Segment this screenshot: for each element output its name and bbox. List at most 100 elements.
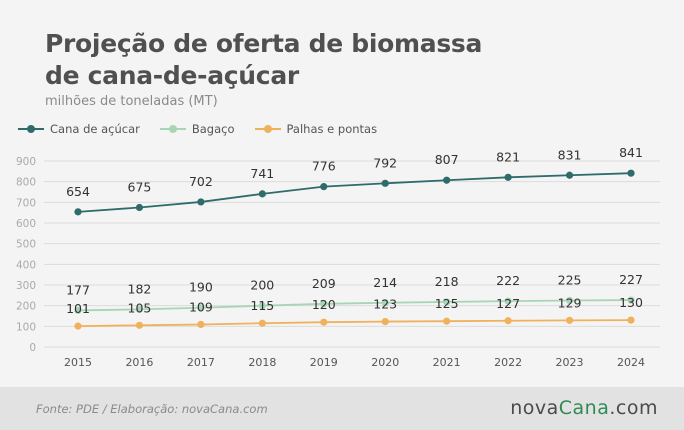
data-point: [74, 208, 82, 216]
data-point: [627, 316, 635, 324]
y-tick-label: 700: [16, 197, 36, 209]
footer: Fonte: PDE / Elaboração: novaCana.com no…: [0, 387, 684, 430]
series-line: [77, 319, 632, 328]
line-chart: 0 100 200 300 400 500 600 700 800 900 2015 2016 2017…: [16, 145, 660, 369]
data-point: [74, 306, 82, 315]
x-tick-label: 2015: [64, 356, 92, 369]
data-point: [258, 302, 266, 310]
data-point: [320, 300, 328, 308]
brand-part-3: .com: [609, 397, 658, 419]
title-line-1: Projeção de oferta de biomassa: [45, 29, 483, 58]
data-point: [565, 171, 574, 179]
y-tick-label: 600: [16, 218, 36, 230]
y-tick-label: 200: [16, 301, 36, 313]
data-label: 654: [66, 184, 90, 199]
y-tick-label: 800: [16, 177, 36, 189]
brand-part-1: nova: [510, 397, 559, 419]
legend-item-palhas[interactable]: Palhas e pontas: [254, 122, 377, 136]
y-tick-label: 400: [16, 259, 36, 271]
data-label: 123: [373, 297, 397, 312]
brand-part-2: Cana: [558, 397, 610, 419]
data-point: [381, 299, 389, 307]
y-tick-label: 500: [16, 239, 36, 251]
x-tick-label: 2018: [248, 356, 276, 369]
data-point: [565, 316, 574, 324]
data-point: [197, 304, 205, 312]
legend-swatch-bagaco: [159, 124, 186, 134]
x-tick-label: 2024: [617, 356, 645, 369]
legend-swatch-palhas: [254, 124, 281, 134]
data-label: 182: [128, 281, 152, 296]
y-tick-label: 100: [16, 321, 36, 333]
data-label: 807: [435, 152, 459, 167]
brand-logo[interactable]: novaCana.com: [510, 397, 658, 419]
data-point: [320, 183, 328, 191]
data-point: [258, 190, 266, 198]
y-tick-label: 0: [29, 342, 36, 354]
x-tick-label: 2021: [433, 356, 461, 369]
data-label: 115: [250, 298, 274, 313]
data-label: 214: [373, 275, 397, 290]
data-point: [443, 298, 451, 306]
legend-item-cana[interactable]: Cana de açúcar: [18, 122, 140, 136]
data-point: [565, 296, 574, 305]
legend-label-cana: Cana de açúcar: [50, 122, 140, 136]
data-point: [135, 203, 144, 212]
data-point: [504, 297, 512, 305]
data-label: 109: [189, 299, 213, 314]
legend-label-bagaco: Bagaço: [191, 122, 235, 136]
legend: Cana de açúcar Bagaço Palhas e pontas: [18, 120, 397, 138]
source-note: Fonte: PDE / Elaboração: novaCana.com: [36, 402, 268, 416]
series-line: [77, 299, 632, 312]
data-point: [258, 319, 266, 327]
data-label: 209: [312, 276, 336, 291]
data-label: 841: [619, 145, 643, 160]
y-tick-label: 300: [16, 280, 36, 292]
data-label: 218: [435, 274, 459, 289]
data-point: [135, 321, 144, 329]
x-tick-label: 2022: [494, 356, 522, 369]
chart-subtitle: milhões de toneladas (MT): [45, 94, 218, 109]
x-tick-label: 2016: [125, 356, 153, 369]
data-label: 821: [496, 149, 520, 164]
data-point: [197, 198, 205, 206]
data-point: [627, 296, 635, 304]
data-label: 831: [558, 147, 582, 162]
data-point: [504, 317, 512, 325]
data-label: 776: [312, 159, 336, 174]
legend-swatch-cana: [18, 124, 44, 134]
data-point: [381, 317, 389, 326]
data-label: 200: [250, 278, 274, 293]
data-label: 792: [373, 155, 397, 170]
data-label: 222: [496, 273, 520, 288]
data-label: 227: [619, 272, 643, 287]
x-tick-label: 2017: [187, 356, 215, 369]
data-label: 190: [189, 280, 213, 295]
series-line: [77, 172, 632, 213]
data-label: 177: [66, 282, 90, 297]
y-tick-label: 900: [16, 156, 36, 168]
data-label: 129: [558, 295, 582, 310]
legend-item-bagaco[interactable]: Bagaço: [159, 122, 235, 136]
x-tick-label: 2019: [310, 356, 338, 369]
data-label: 675: [128, 180, 152, 195]
title-line-2: de cana-de-açúcar: [45, 61, 299, 90]
data-label: 120: [312, 297, 336, 312]
data-point: [135, 305, 144, 313]
x-tick-label: 2023: [556, 356, 584, 369]
chart-title: Projeção de oferta de biomassa de cana-d…: [45, 28, 605, 92]
data-label: 101: [66, 301, 90, 316]
data-point: [74, 322, 82, 330]
data-label: 127: [496, 296, 520, 311]
data-point: [504, 173, 512, 181]
data-label: 225: [558, 273, 582, 288]
data-label: 105: [128, 300, 152, 315]
x-tick-label: 2020: [371, 356, 399, 369]
data-point: [627, 169, 635, 177]
data-point: [443, 176, 451, 184]
data-point: [197, 320, 205, 329]
data-label: 741: [250, 166, 274, 181]
data-point: [381, 179, 389, 187]
data-point: [320, 318, 328, 326]
